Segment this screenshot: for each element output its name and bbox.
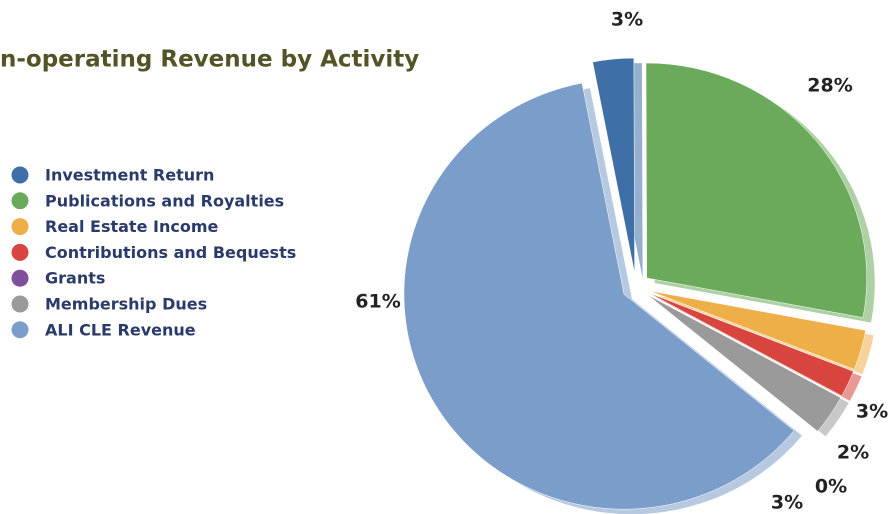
data-label: 2% [837, 442, 869, 464]
legend-swatch [11, 321, 29, 339]
data-label: 28% [807, 75, 852, 97]
data-label: 3% [611, 9, 643, 31]
legend-swatch [11, 192, 29, 210]
legend-label: Grants [45, 269, 105, 288]
legend-label: Contributions and Bequests [45, 243, 296, 262]
chart-title: n-operating Revenue by Activity [0, 47, 419, 73]
legend-label: ALI CLE Revenue [45, 320, 196, 339]
legend-label: Investment Return [45, 166, 214, 185]
legend-swatch [11, 295, 29, 313]
slice [592, 57, 635, 274]
data-label: 3% [856, 401, 888, 423]
data-label: 3% [771, 492, 803, 514]
data-label: 61% [355, 291, 400, 313]
slice [648, 292, 854, 397]
legend-swatch [11, 218, 29, 236]
slice [649, 290, 866, 370]
slice [647, 294, 842, 432]
data-label: 0% [815, 476, 847, 498]
legend-swatch [11, 269, 29, 287]
legend-swatch [11, 166, 29, 184]
legend-label: Real Estate Income [45, 217, 218, 236]
legend-label: Membership Dues [45, 295, 207, 314]
slice [403, 82, 795, 510]
legend-swatch [11, 243, 29, 261]
slice [645, 62, 867, 318]
legend-label: Publications and Royalties [45, 191, 284, 210]
